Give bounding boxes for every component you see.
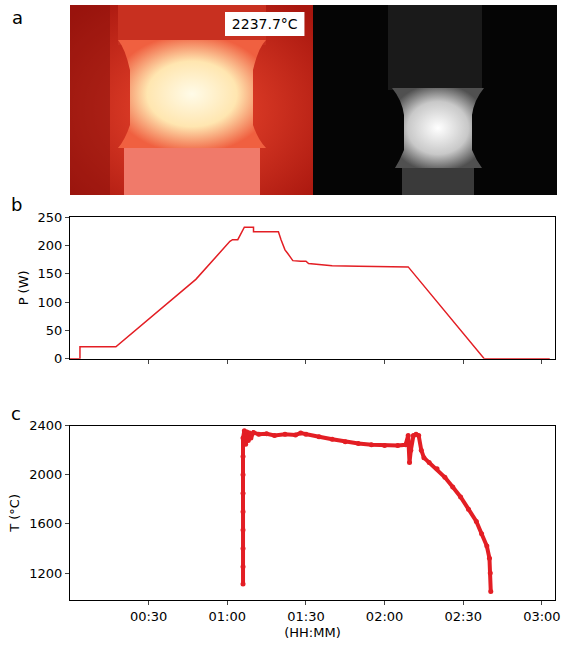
svg-text:T (°C): T (°C) (7, 494, 22, 533)
svg-text:00:30: 00:30 (130, 609, 167, 624)
svg-text:01:30: 01:30 (287, 609, 324, 624)
svg-text:200: 200 (38, 238, 63, 253)
svg-text:1200: 1200 (29, 566, 62, 581)
svg-text:a: a (12, 7, 23, 28)
svg-text:100: 100 (38, 295, 63, 310)
svg-text:0: 0 (54, 351, 62, 366)
svg-text:P (W): P (W) (16, 270, 31, 305)
svg-text:(HH:MM): (HH:MM) (284, 625, 341, 640)
svg-text:c: c (11, 403, 21, 424)
svg-text:2000: 2000 (29, 467, 62, 482)
svg-text:2400: 2400 (29, 418, 62, 433)
svg-text:03:00: 03:00 (523, 609, 560, 624)
svg-text:01:00: 01:00 (209, 609, 246, 624)
svg-text:250: 250 (38, 210, 63, 225)
svg-text:1600: 1600 (29, 516, 62, 531)
svg-text:2237.7°C: 2237.7°C (232, 16, 298, 32)
svg-text:150: 150 (38, 266, 63, 281)
svg-text:b: b (11, 195, 22, 215)
svg-text:02:30: 02:30 (445, 609, 482, 624)
svg-text:50: 50 (46, 323, 63, 338)
svg-text:02:00: 02:00 (366, 609, 403, 624)
